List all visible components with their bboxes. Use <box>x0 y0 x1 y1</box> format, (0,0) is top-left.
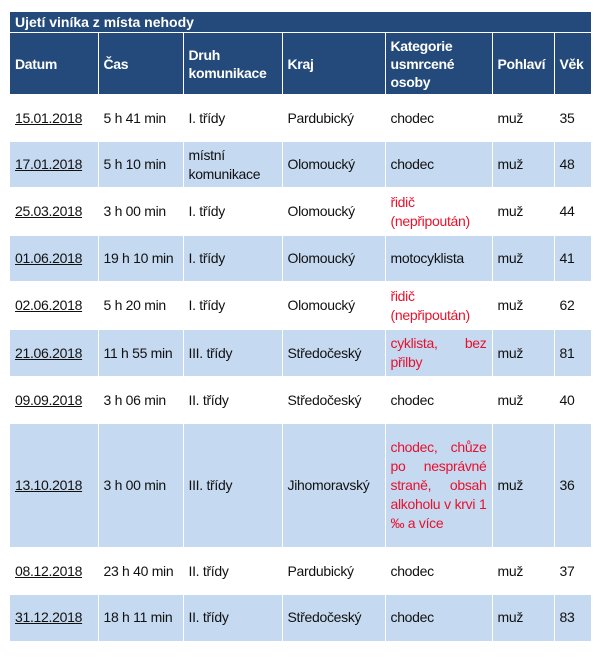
col-header-road: Druh komunikace <box>182 32 282 95</box>
region-cell: Středočeský <box>281 594 385 641</box>
table-row: 08.12.2018 23 h 40 min II. třídy Pardubický… <box>10 547 591 595</box>
road-cell: I. třídy <box>182 235 282 282</box>
region-cell: Středočeský <box>281 329 385 377</box>
sex-cell: muž <box>491 547 554 595</box>
time-cell: 3 h 00 min <box>97 187 183 236</box>
age-cell: 83 <box>553 594 591 641</box>
category-cell: cyklista, bez přilby <box>384 329 492 377</box>
road-cell: I. třídy <box>182 187 282 236</box>
accidents-table: Datum Čas Druh komunikace Kraj Kategorie… <box>10 32 591 641</box>
time-cell: 19 h 10 min <box>97 235 183 282</box>
time-cell: 5 h 10 min <box>97 141 183 188</box>
sex-cell: muž <box>491 94 554 142</box>
sex-cell: muž <box>491 281 554 330</box>
time-cell: 5 h 41 min <box>97 94 183 142</box>
region-cell: Olomoucký <box>281 235 385 282</box>
time-cell: 5 h 20 min <box>97 281 183 330</box>
age-cell: 40 <box>553 376 591 424</box>
table-row: 13.10.2018 3 h 00 min III. třídy Jihomoravs… <box>10 423 591 548</box>
col-header-age: Věk <box>553 32 591 95</box>
col-header-date: Datum <box>10 32 98 95</box>
date-cell[interactable]: 01.06.2018 <box>10 235 98 282</box>
category-cell: chodec, chůze po nesprávné straně, obsah… <box>384 423 492 548</box>
road-cell: III. třídy <box>182 329 282 377</box>
age-cell: 35 <box>553 94 591 142</box>
header-row: Datum Čas Druh komunikace Kraj Kategorie… <box>10 32 591 95</box>
age-cell: 48 <box>553 141 591 188</box>
table-title: Ujetí viníka z místa nehody <box>10 12 591 32</box>
table-row: 01.06.2018 19 h 10 min I. třídy Olomoucký mo… <box>10 235 591 282</box>
date-cell[interactable]: 09.09.2018 <box>10 376 98 424</box>
date-cell[interactable]: 02.06.2018 <box>10 281 98 330</box>
age-cell: 81 <box>553 329 591 377</box>
region-cell: Jihomoravský <box>281 423 385 548</box>
date-cell[interactable]: 13.10.2018 <box>10 423 98 548</box>
region-cell: Olomoucký <box>281 187 385 236</box>
category-cell: motocyklista <box>384 235 492 282</box>
category-cell: chodec <box>384 141 492 188</box>
region-cell: Pardubický <box>281 94 385 142</box>
category-cell: řidič (nepřipoután) <box>384 187 492 236</box>
road-cell: III. třídy <box>182 423 282 548</box>
region-cell: Pardubický <box>281 547 385 595</box>
category-cell: chodec <box>384 94 492 142</box>
road-cell: místní komunikace <box>182 141 282 188</box>
table-row: 17.01.2018 5 h 10 min místní komunikace Olo… <box>10 141 591 188</box>
sex-cell: muž <box>491 329 554 377</box>
road-cell: I. třídy <box>182 281 282 330</box>
time-cell: 18 h 11 min <box>97 594 183 641</box>
table-row: 15.01.2018 5 h 41 min I. třídy Pardubický ch… <box>10 94 591 142</box>
age-cell: 36 <box>553 423 591 548</box>
table-row: 21.06.2018 11 h 55 min III. třídy Středočes… <box>10 329 591 377</box>
col-header-sex: Pohlaví <box>491 32 554 95</box>
region-cell: Středočeský <box>281 376 385 424</box>
region-cell: Olomoucký <box>281 281 385 330</box>
region-cell: Olomoucký <box>281 141 385 188</box>
date-cell[interactable]: 17.01.2018 <box>10 141 98 188</box>
time-cell: 3 h 00 min <box>97 423 183 548</box>
sex-cell: muž <box>491 376 554 424</box>
sex-cell: muž <box>491 594 554 641</box>
age-cell: 41 <box>553 235 591 282</box>
road-cell: II. třídy <box>182 547 282 595</box>
date-cell[interactable]: 08.12.2018 <box>10 547 98 595</box>
sex-cell: muž <box>491 235 554 282</box>
sex-cell: muž <box>491 141 554 188</box>
category-cell: chodec <box>384 376 492 424</box>
accidents-table-container: Ujetí viníka z místa nehody Datum Čas Dr… <box>10 12 591 641</box>
table-row: 02.06.2018 5 h 20 min I. třídy Olomoucký řid… <box>10 281 591 330</box>
road-cell: II. třídy <box>182 376 282 424</box>
time-cell: 23 h 40 min <box>97 547 183 595</box>
category-cell: chodec <box>384 547 492 595</box>
date-cell[interactable]: 31.12.2018 <box>10 594 98 641</box>
category-cell: chodec <box>384 594 492 641</box>
sex-cell: muž <box>491 187 554 236</box>
age-cell: 44 <box>553 187 591 236</box>
age-cell: 37 <box>553 547 591 595</box>
table-row: 09.09.2018 3 h 06 min II. třídy Středočeský… <box>10 376 591 424</box>
table-row: 31.12.2018 18 h 11 min II. třídy Středočesk… <box>10 594 591 641</box>
col-header-category: Kategorie usmrcené osoby <box>384 32 492 95</box>
road-cell: I. třídy <box>182 94 282 142</box>
sex-cell: muž <box>491 423 554 548</box>
road-cell: II. třídy <box>182 594 282 641</box>
time-cell: 3 h 06 min <box>97 376 183 424</box>
col-header-region: Kraj <box>281 32 385 95</box>
col-header-time: Čas <box>97 32 183 95</box>
date-cell[interactable]: 15.01.2018 <box>10 94 98 142</box>
date-cell[interactable]: 21.06.2018 <box>10 329 98 377</box>
date-cell[interactable]: 25.03.2018 <box>10 187 98 236</box>
table-row: 25.03.2018 3 h 00 min I. třídy Olomoucký řid… <box>10 187 591 236</box>
age-cell: 62 <box>553 281 591 330</box>
category-cell: řidič (nepřipoután) <box>384 281 492 330</box>
time-cell: 11 h 55 min <box>97 329 183 377</box>
